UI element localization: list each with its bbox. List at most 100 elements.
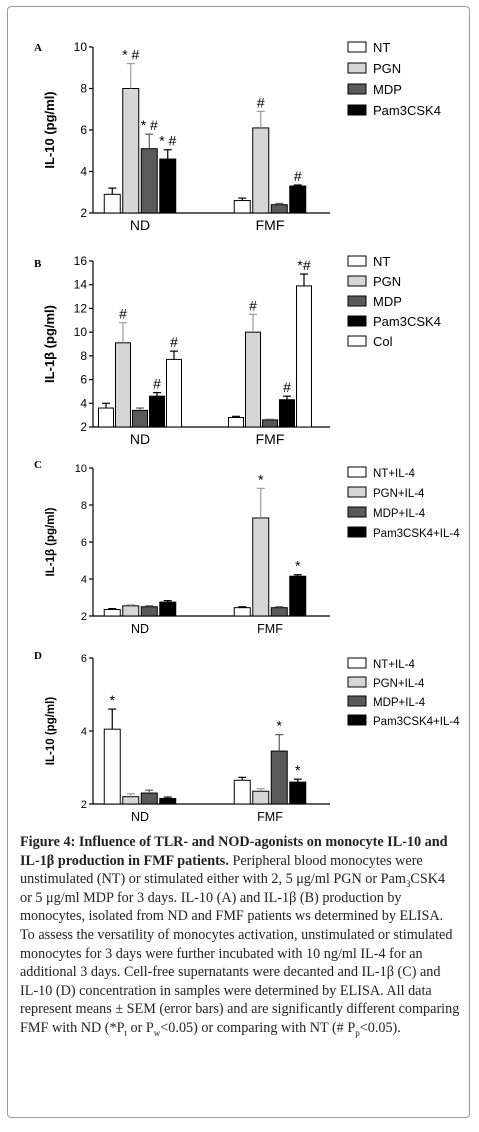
bar-col — [296, 285, 312, 428]
legend-label: NT+IL-4 — [373, 659, 415, 671]
chart-panel-c: C 2 4 6 8 10 IL-1β (pg/ml) ND * * FMF NT+IL-4 PGN+IL… — [34, 459, 460, 636]
y-tick-label: 6 — [80, 123, 87, 137]
significance-mark: * — [110, 692, 116, 708]
legend-label: MDP+IL-4 — [373, 697, 426, 709]
legend-label: Pam3CSK4+IL-4 — [373, 528, 460, 540]
y-tick-label: 8 — [80, 82, 87, 96]
significance-mark: * — [277, 718, 283, 734]
y-tick-label: 2 — [81, 799, 87, 811]
panel-letter: C — [34, 459, 42, 471]
significance-mark: # — [170, 334, 178, 350]
legend-swatch — [347, 714, 367, 726]
bar-mdp — [140, 792, 158, 805]
bar-pgn — [122, 88, 140, 214]
significance-mark: * — [258, 471, 264, 487]
category-label: ND — [131, 810, 149, 824]
y-tick-label: 14 — [74, 278, 88, 292]
panel-letter: B — [34, 258, 42, 270]
y-tick-label: 2 — [80, 420, 87, 434]
bar-nt — [103, 728, 121, 805]
caption-sub-3: 3 — [405, 879, 411, 890]
bar-pgn — [252, 127, 270, 214]
legend-label: MDP+IL-4 — [373, 508, 426, 520]
legend-swatch — [347, 295, 367, 307]
category-label: FMF — [256, 431, 285, 447]
significance-mark: * # — [159, 133, 176, 149]
significance-mark: # — [249, 297, 257, 313]
bar-nt — [98, 407, 114, 428]
bar-nt — [228, 417, 244, 428]
y-tick-label: 8 — [81, 500, 87, 512]
bar-pgn — [245, 331, 261, 428]
bar-mdp — [270, 204, 288, 214]
legend-swatch — [347, 676, 367, 688]
caption-text-3: or P — [126, 1019, 154, 1036]
bar-nt — [103, 193, 121, 214]
bar-nt — [233, 607, 251, 617]
legend-swatch — [347, 335, 367, 347]
bar-mdp — [270, 607, 288, 617]
panel-letter: D — [34, 650, 42, 662]
bar-nt — [103, 609, 121, 617]
caption-sub-p: p — [355, 1027, 360, 1038]
y-axis-label: IL-10 (pg/ml) — [45, 697, 57, 766]
y-tick-label: 8 — [80, 349, 87, 363]
significance-mark: * # — [141, 117, 158, 133]
y-tick-label: 10 — [74, 40, 88, 54]
bar-mdp — [270, 750, 288, 805]
y-tick-label: 4 — [80, 396, 87, 410]
category-label: ND — [131, 622, 149, 636]
caption-text-2: CSK4 or 5 μg/ml MDP for 3 days. IL-10 (A… — [20, 871, 460, 1036]
category-label: ND — [130, 431, 150, 447]
legend-label: NT — [373, 40, 390, 55]
bar-pam3csk4 — [289, 781, 307, 805]
significance-mark: * — [295, 762, 301, 778]
caption-sub-w: w — [153, 1027, 161, 1038]
legend-swatch — [347, 62, 367, 74]
bar-pam3csk4 — [159, 158, 177, 214]
legend-swatch — [347, 255, 367, 267]
y-axis-label: IL-10 (pg/ml) — [42, 91, 57, 168]
legend-swatch — [347, 486, 367, 498]
category-label: FMF — [257, 810, 283, 824]
significance-mark: # — [294, 168, 302, 184]
legend-label: Pam3CSK4 — [373, 103, 441, 118]
bar-mdp — [262, 419, 278, 428]
legend-swatch — [347, 315, 367, 327]
bar-pgn — [122, 796, 140, 805]
bar-pam3csk4 — [289, 185, 307, 214]
caption-sub-t: t — [124, 1027, 127, 1038]
legend-label: PGN+IL-4 — [373, 488, 425, 500]
legend-label: PGN — [373, 274, 401, 289]
y-tick-label: 6 — [81, 537, 87, 549]
y-axis-label: IL-1β (pg/ml) — [42, 305, 57, 383]
bar-col — [166, 358, 182, 428]
y-tick-label: 10 — [75, 463, 87, 475]
caption-text-5: <0.05). — [359, 1019, 401, 1036]
legend-label: NT — [373, 254, 390, 269]
significance-mark: * — [295, 558, 301, 574]
panel-letter: A — [34, 42, 42, 54]
bar-pgn — [122, 605, 140, 617]
figure-card: A 2 4 6 8 10 IL-10 (pg/ml) * # * # * # ND # # FMF NT PG… — [7, 6, 470, 1118]
significance-mark: * # — [122, 47, 139, 63]
bar-pam3csk4 — [149, 395, 165, 428]
y-axis-label: IL-1β (pg/ml) — [45, 507, 57, 576]
bar-nt — [233, 200, 251, 214]
caption-text-4: <0.05) or comparing with NT (# P — [160, 1019, 356, 1036]
category-label: FMF — [256, 217, 285, 233]
significance-mark: # — [153, 376, 161, 392]
bar-pgn — [252, 517, 270, 617]
y-tick-label: 16 — [74, 254, 88, 268]
significance-mark: # — [119, 306, 127, 322]
caption-text-1: Peripheral blood monocytes were unstimul… — [20, 852, 423, 888]
y-tick-label: 2 — [81, 611, 87, 623]
bar-nt — [233, 779, 251, 805]
y-tick-label: 6 — [80, 373, 87, 387]
legend-swatch — [347, 526, 367, 538]
y-tick-label: 4 — [80, 165, 87, 179]
y-tick-label: 6 — [81, 653, 87, 665]
legend-swatch — [347, 695, 367, 707]
bar-pam3csk4 — [159, 798, 177, 805]
